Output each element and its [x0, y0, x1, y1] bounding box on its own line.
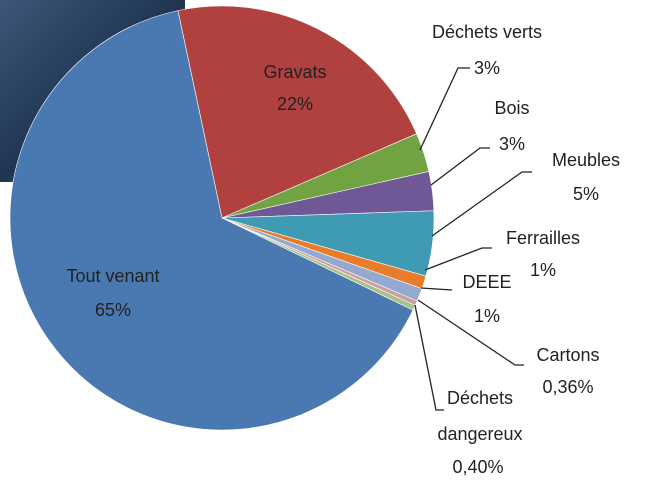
- leader-line: [420, 68, 470, 150]
- pie: [10, 6, 434, 430]
- category-label: Gravats: [235, 61, 355, 83]
- category-label: Déchets verts: [407, 21, 567, 43]
- value-label: 0,40%: [433, 456, 523, 478]
- value-label: 0,36%: [523, 376, 613, 398]
- category-label: Cartons: [518, 344, 618, 366]
- category-label: Tout venant: [43, 265, 183, 287]
- value-label: 5%: [541, 183, 631, 205]
- category-label: DEEE: [447, 271, 527, 293]
- category-label: Déchets dangereux: [434, 380, 526, 452]
- category-label: Bois: [472, 97, 552, 119]
- value-label: 65%: [68, 299, 158, 321]
- leader-line: [425, 248, 492, 270]
- value-label: 1%: [442, 305, 532, 327]
- category-label: Ferrailles: [488, 227, 598, 249]
- value-label: 3%: [442, 57, 532, 79]
- chart: Gravats22%Déchets verts3%Bois3%Meubles5%…: [0, 0, 647, 481]
- category-label: Meubles: [531, 149, 641, 171]
- value-label: 22%: [250, 93, 340, 115]
